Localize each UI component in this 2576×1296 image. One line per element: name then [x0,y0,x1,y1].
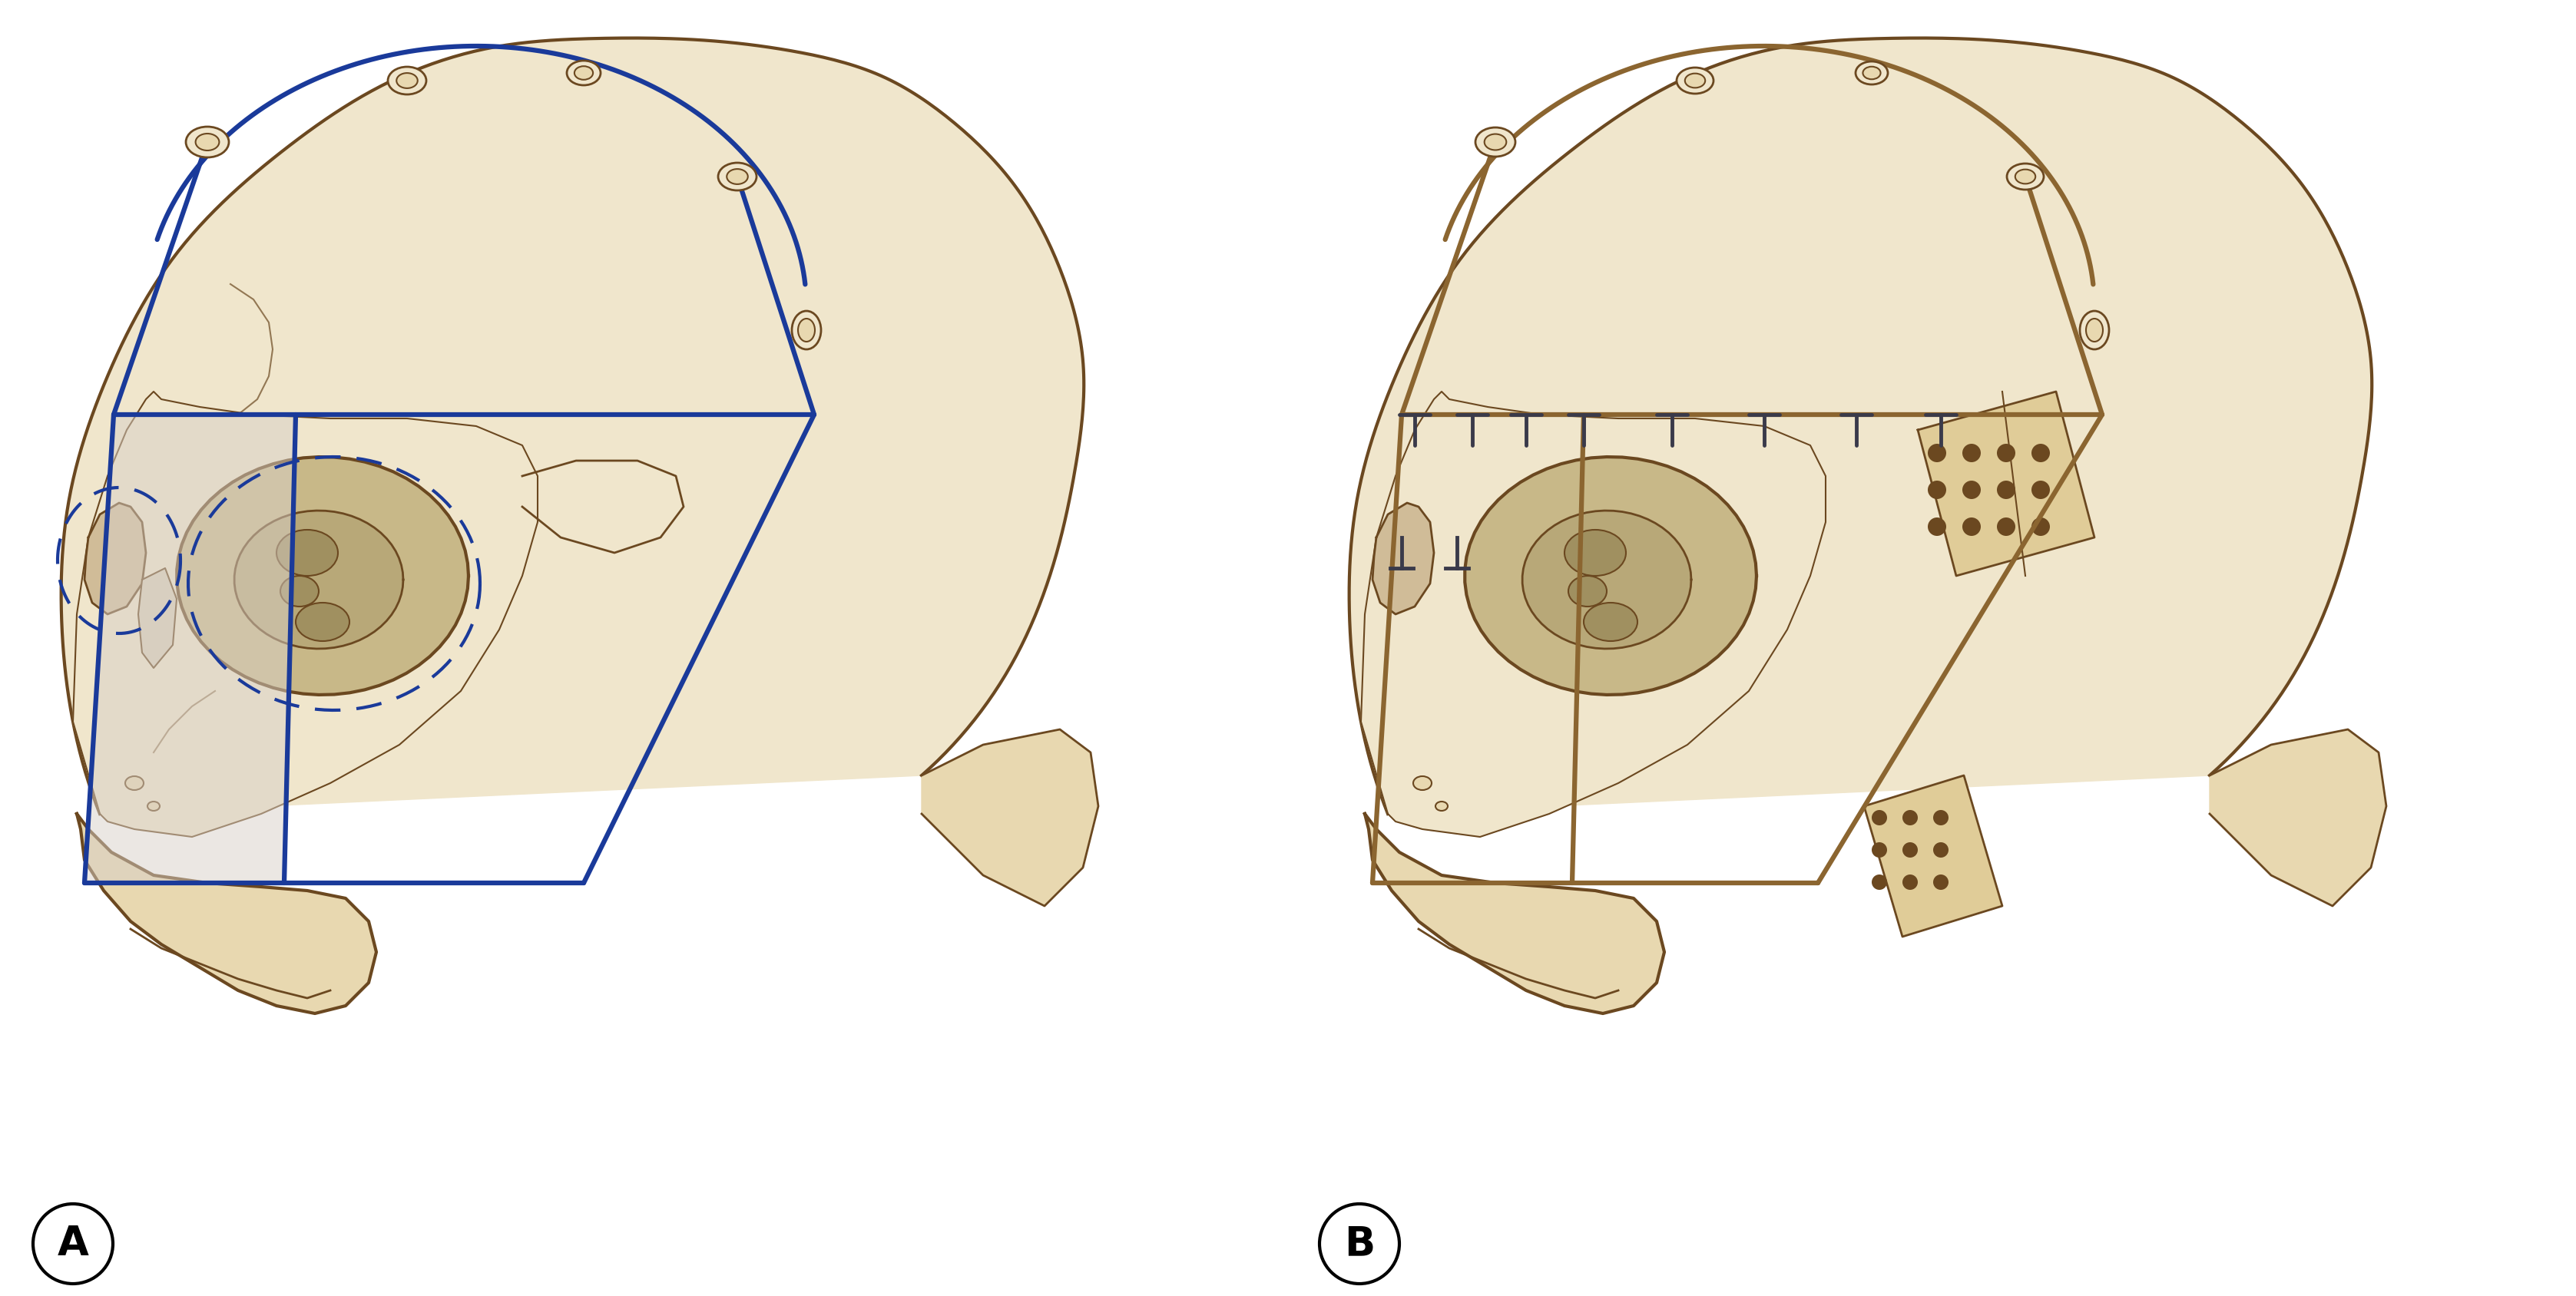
Ellipse shape [2087,319,2102,342]
Ellipse shape [1414,776,1432,791]
Circle shape [2032,443,2050,463]
Circle shape [1963,517,1981,537]
Ellipse shape [185,127,229,157]
Circle shape [1963,443,1981,463]
Ellipse shape [567,61,600,86]
Circle shape [1927,443,1947,463]
Circle shape [2032,517,2050,537]
Polygon shape [922,730,1097,906]
Circle shape [1873,842,1888,858]
Circle shape [1996,443,2014,463]
Ellipse shape [276,530,337,575]
Polygon shape [77,814,376,1013]
Polygon shape [1373,503,1435,614]
Ellipse shape [1569,575,1607,607]
Circle shape [1904,875,1917,890]
Text: A: A [57,1223,88,1264]
Polygon shape [62,38,1084,814]
Polygon shape [1350,38,2372,814]
Ellipse shape [2079,311,2110,350]
Ellipse shape [1855,61,1888,84]
Polygon shape [85,503,147,614]
Polygon shape [1466,457,1757,695]
Ellipse shape [1685,74,1705,88]
Ellipse shape [726,168,747,184]
Polygon shape [1360,391,1826,837]
Polygon shape [1917,391,2094,575]
Ellipse shape [1584,603,1638,642]
Circle shape [1927,517,1947,537]
Ellipse shape [719,163,757,191]
Circle shape [1932,842,1947,858]
Circle shape [33,1204,113,1284]
Polygon shape [1365,814,1664,1013]
Ellipse shape [799,319,814,342]
Circle shape [1927,481,1947,499]
Ellipse shape [1564,530,1625,575]
Circle shape [1932,875,1947,890]
Ellipse shape [389,67,425,95]
Ellipse shape [1677,67,1713,93]
Ellipse shape [1435,801,1448,811]
Ellipse shape [2014,170,2035,184]
Circle shape [2032,481,2050,499]
Circle shape [1904,810,1917,826]
Polygon shape [72,391,538,837]
Ellipse shape [1484,133,1507,150]
Circle shape [1904,842,1917,858]
Polygon shape [85,415,296,883]
Polygon shape [2210,730,2385,906]
Polygon shape [139,568,178,667]
Ellipse shape [196,133,219,150]
Ellipse shape [574,66,592,79]
Ellipse shape [296,603,350,642]
Ellipse shape [147,801,160,811]
Circle shape [1932,810,1947,826]
Polygon shape [1522,511,1692,649]
Polygon shape [1865,775,2002,937]
Circle shape [1873,810,1888,826]
Ellipse shape [281,575,319,607]
Ellipse shape [2007,163,2043,189]
Circle shape [1996,481,2014,499]
Circle shape [1996,517,2014,537]
Text: B: B [1345,1223,1376,1264]
Circle shape [1963,481,1981,499]
Polygon shape [234,511,404,649]
Circle shape [1873,875,1888,890]
Ellipse shape [397,73,417,88]
Circle shape [1319,1204,1399,1284]
Ellipse shape [1862,66,1880,79]
Ellipse shape [1476,127,1515,157]
Polygon shape [178,457,469,695]
Ellipse shape [126,776,144,791]
Ellipse shape [791,311,822,350]
Polygon shape [523,460,683,553]
